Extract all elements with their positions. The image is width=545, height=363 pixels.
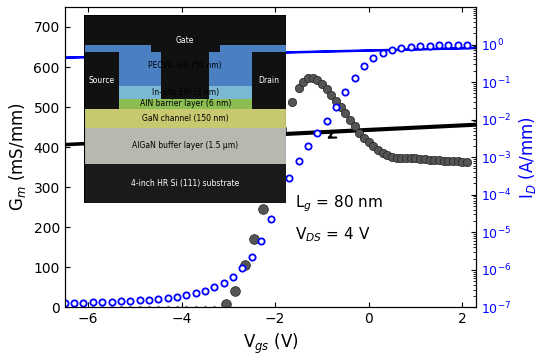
Bar <box>252 52 286 109</box>
Text: Source: Source <box>88 76 114 85</box>
Y-axis label: I$_D$ (A/mm): I$_D$ (A/mm) <box>517 116 538 199</box>
Bar <box>151 30 220 52</box>
Text: 4-inch HR Si (111) substrate: 4-inch HR Si (111) substrate <box>131 179 239 188</box>
Text: GaN channel (150 nm): GaN channel (150 nm) <box>142 114 228 123</box>
Bar <box>84 52 119 109</box>
Text: AlN barrier layer (6 nm): AlN barrier layer (6 nm) <box>140 99 231 108</box>
Text: L$_g$ = 80 nm
V$_{DS}$ = 4 V: L$_g$ = 80 nm V$_{DS}$ = 4 V <box>295 193 383 244</box>
Bar <box>84 109 286 128</box>
Bar <box>84 45 286 86</box>
Text: PECVD SiN (50 nm): PECVD SiN (50 nm) <box>148 61 222 70</box>
Text: Gate: Gate <box>176 36 195 45</box>
Bar <box>84 128 286 164</box>
Bar <box>84 98 286 109</box>
Bar <box>84 164 286 203</box>
Text: In-situ SiN (3 nm): In-situ SiN (3 nm) <box>152 88 219 97</box>
Bar <box>84 86 286 98</box>
Text: AlGaN buffer layer (1.5 μm): AlGaN buffer layer (1.5 μm) <box>132 141 238 150</box>
X-axis label: V$_{gs}$ (V): V$_{gs}$ (V) <box>243 332 298 356</box>
Bar <box>161 46 209 98</box>
Text: Drain: Drain <box>258 76 280 85</box>
Y-axis label: G$_m$ (mS/mm): G$_m$ (mS/mm) <box>7 103 28 211</box>
